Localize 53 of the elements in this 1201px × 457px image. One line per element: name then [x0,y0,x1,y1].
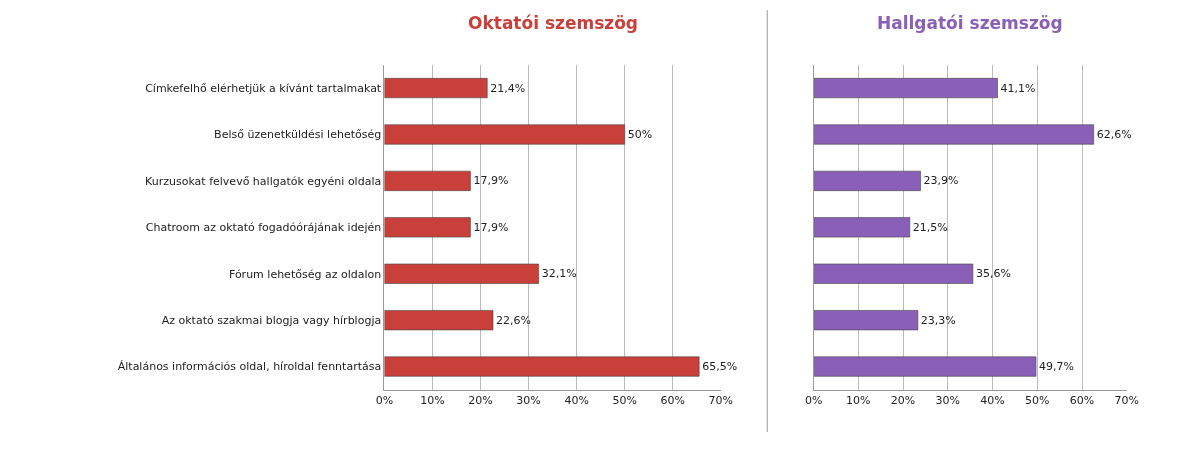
x-tick-label: 30% [935,394,961,407]
x-tick-label: 70% [1114,394,1140,407]
bar [384,263,539,284]
data-label: 65,5% [702,360,738,374]
y-tick-label: Általános információs oldal, híroldal fenntartása [117,360,382,374]
x-tick-label: 50% [1025,394,1050,407]
data-label: 22,6% [496,313,531,327]
bar [813,170,921,191]
x-tick-label: 20% [468,394,493,407]
chart-title: Hallgatói szemszög [877,13,1063,33]
bar [384,310,494,331]
x-tick-label: 40% [564,394,589,407]
data-label: 50% [627,127,653,141]
bar [384,78,488,99]
data-label: 17,9% [473,220,509,234]
data-label: 23,3% [920,313,956,327]
bar [384,356,700,377]
x-tick-label: 70% [708,394,734,407]
x-tick-label: 50% [612,394,637,407]
data-label: 62,6% [1096,127,1132,141]
bar [813,263,974,284]
y-tick-label: Kurzusokat felvevő hallgatók egyéni oldala [145,174,382,188]
y-tick-label: Chatroom az oktató fogadóórájának idején [145,221,382,235]
bar [813,356,1037,377]
bar [813,217,911,238]
y-tick-label: Az oktató szakmai blogja vagy hírblogja [161,314,382,328]
x-tick-label: 20% [890,394,916,407]
bar [384,124,625,145]
bar [813,124,1094,145]
chart-title: Oktatói szemszög [468,13,639,33]
data-label: 17,9% [473,174,509,188]
bar [384,217,471,238]
data-label: 41,1% [1000,81,1036,95]
x-tick-label: 10% [420,394,445,407]
x-tick-label: 30% [516,394,541,407]
bar [384,170,471,191]
bar [813,78,998,99]
data-label: 21,4% [490,81,526,95]
y-tick-label: Fórum lehetőség az oldalon [228,267,382,281]
data-label: 35,6% [975,267,1011,281]
y-tick-label: Belső üzenetküldési lehetőség [214,128,382,142]
x-tick-label: 60% [660,394,685,407]
x-tick-label: 0% [375,394,394,407]
bar [813,310,919,331]
data-label: 23,9% [923,174,959,188]
data-label: 32,1% [541,267,577,281]
data-label: 21,5% [912,220,948,234]
x-tick-label: 40% [980,394,1005,407]
data-label: 49,7% [1038,360,1074,374]
x-tick-label: 0% [804,394,823,407]
x-tick-label: 60% [1069,394,1095,407]
x-tick-label: 10% [846,394,871,407]
y-tick-label: Címkefelhő elérhetjük a kívánt tartalmakat [145,81,382,95]
